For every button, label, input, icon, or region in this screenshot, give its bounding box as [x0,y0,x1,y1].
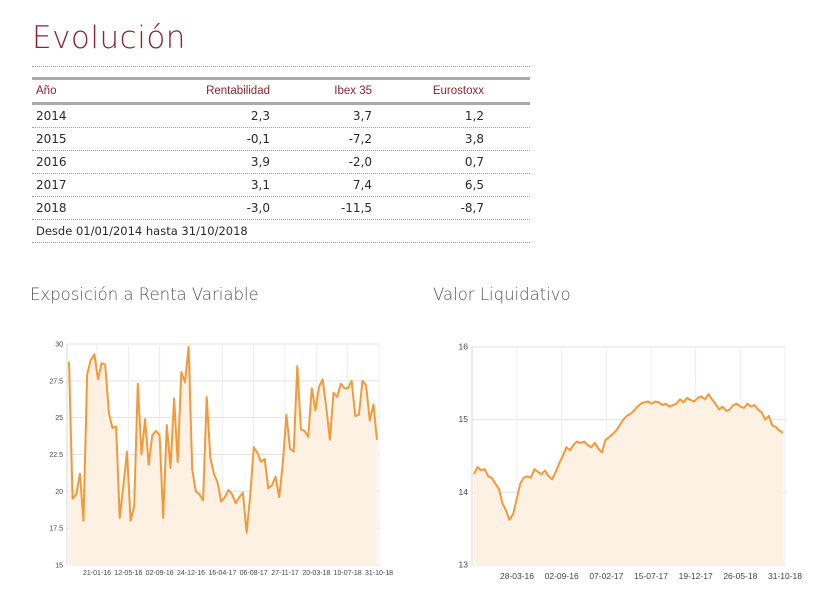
y-tick-label: 20 [55,489,63,496]
cell-year: 2014 [36,109,67,123]
cell-rentabilidad: 3,9 [250,155,270,169]
x-tick-label: 31-10-18 [365,570,393,577]
header-ibex35: Ibex 35 [334,85,372,97]
cell-ibex35: -7,2 [348,132,372,146]
x-tick-label: 02-09-16 [146,570,174,577]
cell-eurostoxx: 1,2 [464,109,484,123]
x-tick-label: 26-05-18 [723,571,757,581]
table-row: 2016 3,9 -2,0 0,7 [32,151,530,174]
x-tick-label: 24-12-16 [177,570,205,577]
x-tick-label: 06-08-17 [240,570,268,577]
table-footnote: Desde 01/01/2014 hasta 31/10/2018 [32,220,530,243]
x-tick-label: 12-05-16 [114,570,142,577]
table-row: 2018 -3,0 -11,5 -8,7 [32,197,530,220]
returns-table: Año Rentabilidad Ibex 35 Eurostoxx 2014 … [32,66,530,243]
cell-year: 2016 [36,155,67,169]
y-tick-label: 14 [459,487,469,497]
series-line [473,393,784,521]
header-rentabilidad: Rentabilidad [206,85,270,97]
x-tick-label: 21-01-16 [83,570,111,577]
header-eurostoxx: Eurostoxx [432,85,484,97]
series-area [474,394,783,565]
cell-ibex35: 7,4 [352,178,372,192]
y-tick-label: 15 [459,414,469,424]
y-tick-label: 15 [55,563,63,570]
cell-eurostoxx: 3,8 [464,132,484,146]
x-tick-label: 16-04-17 [208,570,236,577]
y-tick-label: 13 [459,560,469,570]
y-tick-label: 25 [55,415,63,422]
cell-eurostoxx: -8,7 [460,201,484,215]
x-tick-label: 31-10-18 [768,571,802,581]
x-tick-label: 19-12-17 [679,571,713,581]
table-header-rule [32,77,530,80]
page-title: Evolución [32,20,186,56]
chart-title-nav: Valor Liquidativo [433,285,571,304]
table-row: 2017 3,1 7,4 6,5 [32,174,530,197]
table-top-divider [32,66,530,67]
x-tick-label: 02-09-16 [545,571,579,581]
x-tick-label: 28-03-16 [500,571,534,581]
y-tick-label: 17.5 [49,526,63,533]
x-tick-label: 27-11-17 [271,570,299,577]
cell-rentabilidad: -0,1 [246,132,270,146]
x-tick-label: 10-07-18 [334,570,362,577]
y-tick-label: 30 [55,342,63,349]
cell-eurostoxx: 0,7 [464,155,484,169]
table-header-rule-bottom [32,102,530,105]
cell-ibex35: -11,5 [340,201,372,215]
x-tick-label: 20-03-18 [302,570,330,577]
header-year: Año [36,85,57,97]
chart-title-exposure: Exposición a Renta Variable [30,285,259,304]
y-tick-label: 22.5 [49,452,63,459]
cell-eurostoxx: 6,5 [464,178,484,192]
series-area [69,346,377,565]
table-row: 2014 2,3 3,7 1,2 [32,105,530,128]
cell-rentabilidad: 2,3 [250,109,270,123]
cell-ibex35: -2,0 [348,155,372,169]
series-line [68,345,378,534]
table-header: Año Rentabilidad Ibex 35 Eurostoxx [32,80,530,102]
cell-ibex35: 3,7 [352,109,372,123]
cell-year: 2015 [36,132,67,146]
x-tick-label: 15-07-17 [634,571,668,581]
y-tick-label: 27.5 [49,378,63,385]
cell-year: 2017 [36,178,67,192]
y-tick-label: 16 [459,342,469,352]
table-row: 2015 -0,1 -7,2 3,8 [32,128,530,151]
x-tick-label: 07-02-17 [589,571,623,581]
cell-rentabilidad: 3,1 [250,178,270,192]
cell-rentabilidad: -3,0 [246,201,270,215]
cell-year: 2018 [36,201,67,215]
